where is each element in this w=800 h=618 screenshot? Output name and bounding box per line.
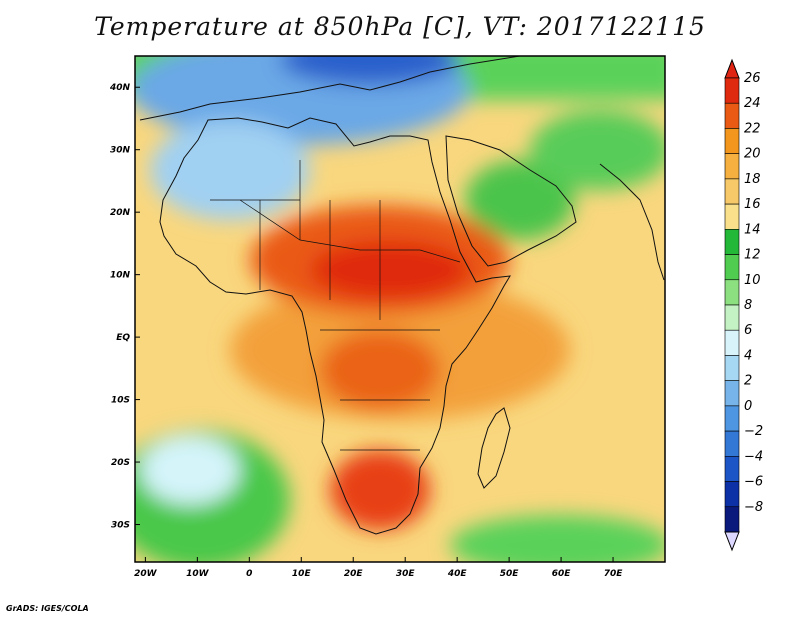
colorbar-level-label: 20 bbox=[744, 147, 761, 162]
arabia-coastline bbox=[445, 135, 577, 267]
colorbar-level-label: 4 bbox=[744, 348, 752, 363]
colorbar-swatch bbox=[724, 178, 740, 205]
colorbar-swatch bbox=[724, 229, 740, 255]
india-coastline bbox=[599, 163, 665, 281]
colorbar-swatch bbox=[724, 355, 740, 381]
colorbar-swatch bbox=[724, 430, 740, 457]
field-south-atlantic-cool bbox=[140, 435, 240, 505]
latitude-axis: 40N 30N 20N 10N EQ 10S 20S 30S bbox=[109, 83, 140, 531]
field-south-africa-hot bbox=[330, 450, 430, 530]
map-title: Temperature at 850hPa [C], VT: 201712211… bbox=[94, 12, 706, 41]
lat-tick-label: 30S bbox=[111, 521, 130, 531]
europe-coastline bbox=[139, 56, 521, 121]
grads-credit: GrADS: IGES/COLA bbox=[6, 604, 89, 613]
colorbar-level-label: 8 bbox=[744, 298, 752, 313]
field-congo-hot bbox=[320, 330, 440, 410]
madagascar-coastline bbox=[477, 407, 511, 489]
colorbar-level-label: 22 bbox=[744, 121, 761, 136]
field-sahel-hottest bbox=[310, 240, 470, 300]
colorbar-level-label: 0 bbox=[744, 399, 752, 414]
field-arabia-green bbox=[465, 160, 575, 240]
field-sahara-cold bbox=[150, 120, 310, 220]
lon-tick-label: 10E bbox=[292, 569, 312, 579]
colorbar-level-label: 26 bbox=[744, 71, 761, 86]
lat-tick-label: 20S bbox=[111, 458, 130, 468]
plot-frame bbox=[134, 55, 666, 563]
lat-tick-label: 10S bbox=[111, 396, 130, 406]
lat-tick-label: 20N bbox=[110, 208, 131, 218]
colorbar-level-label: 12 bbox=[744, 248, 761, 263]
lon-tick-label: 20W bbox=[134, 569, 158, 579]
colorbar-swatch bbox=[724, 405, 740, 432]
lat-tick-label: EQ bbox=[116, 333, 130, 343]
lon-tick-label: 50E bbox=[500, 569, 520, 579]
colorbar-swatch bbox=[724, 481, 740, 508]
lon-tick-label: 10W bbox=[186, 569, 210, 579]
lon-tick-label: 40E bbox=[447, 569, 468, 579]
lat-tick-label: 40N bbox=[109, 83, 131, 93]
colorbar-top-arrow bbox=[724, 58, 740, 79]
africa-coastline bbox=[159, 117, 511, 535]
colorbar-level-label: −4 bbox=[744, 449, 763, 464]
temperature-field bbox=[135, 56, 665, 562]
field-south-indian-green bbox=[450, 515, 665, 562]
colorbar-swatch bbox=[724, 304, 740, 331]
colorbar-swatch bbox=[724, 380, 740, 407]
colorbar-swatch bbox=[724, 203, 740, 230]
lon-tick-label: 0 bbox=[246, 569, 252, 579]
colorbar-level-label: 18 bbox=[744, 172, 761, 187]
colorbar-level-label: 24 bbox=[744, 96, 761, 111]
colorbar-level-label: −2 bbox=[744, 424, 763, 439]
lon-tick-label: 60E bbox=[552, 569, 572, 579]
colorbar-level-label: 6 bbox=[744, 323, 752, 338]
lon-tick-label: 30E bbox=[396, 569, 416, 579]
field-europe-cold bbox=[280, 56, 460, 85]
colorbar-swatch bbox=[724, 506, 740, 533]
colorbar-level-label: 16 bbox=[744, 197, 761, 212]
field-iran-green bbox=[530, 110, 665, 190]
colorbar-swatch bbox=[724, 456, 740, 482]
lat-tick-label: 30N bbox=[110, 146, 131, 156]
colorbar-swatch bbox=[724, 279, 740, 306]
colorbar-swatch bbox=[724, 102, 740, 129]
lon-tick-label: 20E bbox=[344, 569, 364, 579]
country-borders bbox=[210, 160, 461, 451]
colorbar-level-label: 10 bbox=[744, 273, 761, 288]
colorbar-level-label: −8 bbox=[744, 500, 763, 515]
colorbar-swatch bbox=[724, 128, 740, 154]
colorbar-swatch bbox=[724, 329, 740, 356]
colorbar-level-label: −6 bbox=[744, 475, 763, 490]
field-mediterranean-cold bbox=[135, 56, 470, 145]
colorbar-level-label: 2 bbox=[744, 374, 752, 389]
colorbar-swatch bbox=[724, 77, 740, 104]
colorbar-swatch bbox=[724, 254, 740, 281]
coastlines bbox=[139, 56, 665, 535]
lon-tick-label: 70E bbox=[604, 569, 624, 579]
lat-tick-label: 10N bbox=[110, 271, 131, 281]
colorbar-level-label: 14 bbox=[744, 222, 761, 237]
colorbar-swatch bbox=[724, 153, 740, 180]
longitude-axis: 20W 10W 0 10E 20E 30E 40E 50E 60E 70E bbox=[134, 557, 623, 579]
colorbar-bottom-arrow bbox=[724, 531, 740, 552]
